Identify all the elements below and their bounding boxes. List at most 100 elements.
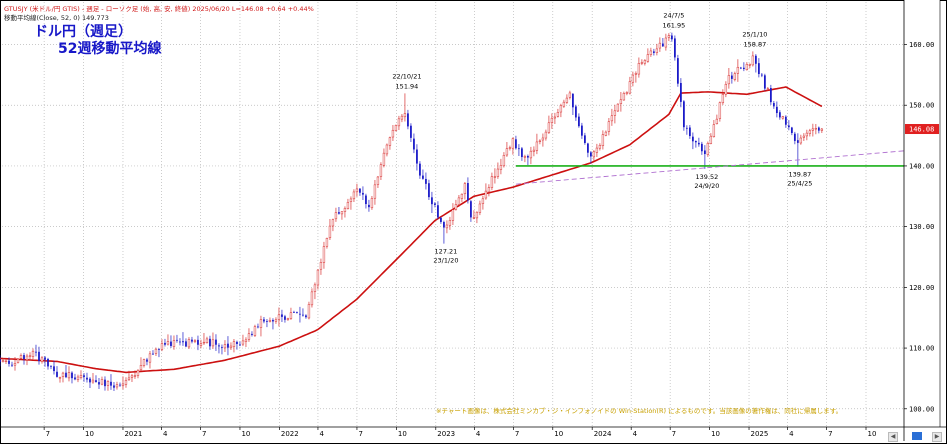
candle-body (820, 128, 824, 131)
candle-body (71, 372, 73, 379)
candle-body (397, 118, 401, 127)
candle-body (766, 88, 770, 90)
candle-body (487, 187, 491, 193)
candle-body (508, 147, 512, 149)
candle-body (538, 140, 542, 142)
candle-body (179, 341, 181, 343)
y-tick-label: 140.00 (909, 162, 934, 170)
candle-body (16, 358, 20, 363)
candle-body (634, 73, 638, 75)
candle-body (775, 106, 778, 114)
candle-body (703, 150, 706, 155)
candle-body (619, 99, 623, 104)
candle-body (607, 121, 611, 132)
candle-body (130, 375, 134, 378)
candle-body (74, 377, 76, 380)
candle-body (655, 48, 659, 53)
candle-body (263, 319, 265, 322)
annotation-date: 139.87 (788, 171, 811, 179)
candle-body (431, 197, 433, 205)
candle-body (796, 140, 799, 143)
x-tick-label: 4 (789, 430, 794, 438)
candle-body (244, 339, 248, 342)
y-tick-label: 100.00 (909, 405, 934, 413)
candle-body (544, 131, 548, 139)
candle-body (581, 125, 583, 136)
candle-body (733, 73, 737, 80)
candle-body (440, 217, 442, 222)
candle-body (365, 195, 367, 205)
candle-body (763, 75, 766, 89)
candle-body (115, 384, 119, 388)
candle-body (467, 183, 469, 201)
candle-body (328, 225, 332, 239)
candle-body (98, 382, 100, 385)
overlay-lines (515, 150, 906, 185)
candle-body (610, 115, 614, 122)
x-tick-label: 10 (711, 430, 720, 438)
candle-body (643, 60, 647, 64)
candle-body (691, 136, 694, 142)
candle-body (715, 118, 719, 125)
candle-body (376, 176, 380, 185)
candle-body (232, 341, 236, 347)
candle-body (316, 269, 320, 286)
candle-body (631, 74, 635, 83)
candle-body (434, 203, 436, 205)
candle-body (565, 97, 569, 103)
candle-body (334, 212, 338, 220)
candle-body (61, 372, 65, 377)
candle-body (160, 343, 164, 350)
candle-body (182, 341, 184, 343)
candle-body (463, 183, 467, 195)
candle-body (286, 318, 290, 320)
candle-body (113, 385, 115, 388)
scroll-thumb[interactable] (912, 432, 922, 440)
candle-body (373, 184, 377, 199)
candle-body (385, 144, 389, 155)
candle-body (284, 316, 286, 320)
y-tick-label: 150.00 (909, 102, 934, 110)
candle-body (587, 143, 589, 153)
annotation-date: 139.52 (696, 173, 719, 181)
candle-body (679, 82, 682, 102)
candle-body (319, 262, 323, 270)
candle-body (562, 101, 566, 107)
candle-body (727, 75, 731, 85)
candle-body (575, 106, 577, 118)
candle-body (718, 102, 722, 119)
candle-body (299, 313, 301, 315)
candle-body (592, 151, 596, 158)
candle-body (706, 142, 710, 155)
x-tick-label: 4 (476, 430, 481, 438)
chart-header-symbol: GTUSJY (米ドル/円 GTIS) - 週足 - ローソク足 (始, 高, … (4, 5, 314, 13)
candle-body (307, 304, 311, 319)
candle-body (313, 284, 317, 292)
candle-body (170, 341, 172, 346)
candle-body (28, 355, 32, 357)
candle-body (616, 103, 620, 112)
x-tick-label: 2023 (437, 430, 455, 438)
candle-body (598, 144, 602, 149)
candle-body (625, 92, 629, 94)
candle-body (239, 344, 241, 346)
candle-body (340, 211, 344, 215)
candle-body (146, 359, 148, 362)
grid (2, 2, 904, 427)
candle-body (745, 63, 749, 71)
candle-body (31, 350, 35, 357)
candle-body (193, 340, 197, 342)
candle-body (305, 315, 307, 318)
scroll-left-button[interactable]: ◀ (888, 432, 898, 442)
scroll-right-button[interactable]: ▶ (932, 432, 942, 442)
candle-body (787, 125, 790, 128)
x-tick-label: 2025 (751, 430, 769, 438)
candle-body (428, 183, 430, 198)
candle-body (604, 131, 608, 136)
candle-body (53, 366, 55, 372)
x-tick-label: 10 (868, 430, 877, 438)
candle-body (185, 341, 187, 347)
candle-body (754, 55, 757, 64)
